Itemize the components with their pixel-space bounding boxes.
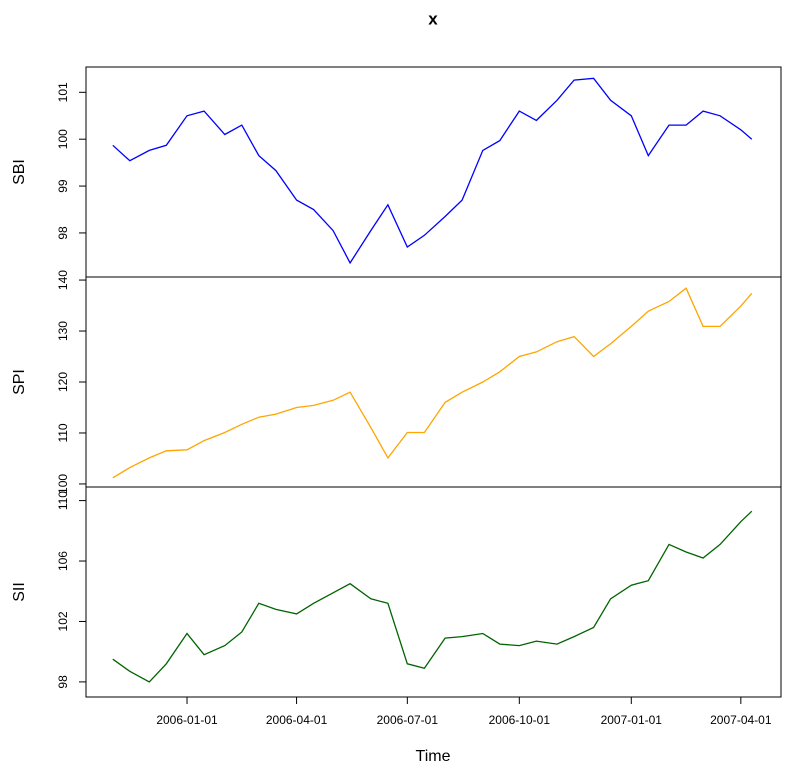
x-tick-label: 2007-04-01: [710, 713, 772, 727]
y-tick-label: 99: [56, 179, 70, 193]
x-tick-label: 2006-01-01: [156, 713, 218, 727]
series-line: [112, 287, 753, 479]
x-tick-label: 2007-01-01: [601, 713, 663, 727]
x-tick-label: 2006-07-01: [377, 713, 439, 727]
y-tick-label: 120: [56, 372, 70, 392]
y-axis-label: SPI: [11, 369, 28, 395]
y-tick-label: 102: [56, 611, 70, 631]
y-tick-label: 110: [56, 491, 70, 510]
series-line: [112, 77, 753, 265]
chart-title: x: [428, 9, 438, 28]
y-tick-label: 100: [56, 474, 70, 494]
y-tick-label: 100: [56, 129, 70, 149]
y-tick-label: 110: [56, 423, 70, 442]
plot-frame: [85, 66, 782, 698]
y-axis-label: SII: [11, 582, 28, 602]
y-tick-label: 101: [56, 82, 70, 102]
x-axis-label: Time: [416, 748, 451, 765]
y-tick-label: 106: [56, 551, 70, 571]
y-tick-label: 140: [56, 270, 70, 290]
x-tick-label: 2006-10-01: [489, 713, 551, 727]
x-tick-label: 2006-04-01: [266, 713, 328, 727]
y-tick-label: 98: [56, 226, 70, 240]
series-line: [112, 510, 753, 683]
y-tick-label: 98: [56, 675, 70, 689]
y-axis-label: SBI: [11, 159, 28, 185]
y-tick-label: 130: [56, 321, 70, 341]
